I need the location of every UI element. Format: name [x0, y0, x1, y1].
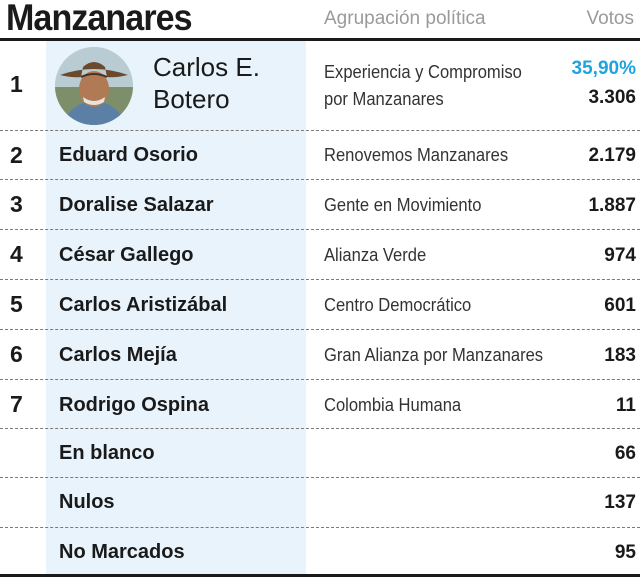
row-divider	[0, 379, 640, 380]
vote-count: 601	[604, 295, 636, 316]
party-name: Colombia Humana	[324, 395, 462, 415]
table-row: 4 César Gallego Alianza Verde 974	[0, 230, 640, 280]
candidate-portrait-icon	[55, 47, 133, 125]
vote-count: 1.887	[588, 195, 636, 216]
vote-count: 11	[615, 395, 636, 416]
candidate-name: Carlos Aristizábal	[59, 294, 228, 316]
candidate-name: En blanco	[59, 442, 155, 464]
header-divider	[0, 38, 640, 41]
party-name: Alianza Verde	[324, 245, 427, 265]
table-row: 3 Doralise Salazar Gente en Movimiento 1…	[0, 180, 640, 230]
winner-party-line1: Experiencia y Compromiso	[324, 62, 522, 82]
winner-name-line1: Carlos E.	[153, 52, 260, 82]
results-header: Manzanares Agrupación política Votos	[0, 0, 640, 38]
column-header-party: Agrupación política	[324, 8, 486, 29]
rank-number: 2	[10, 142, 23, 168]
rank-number: 3	[10, 191, 23, 217]
row-divider	[0, 179, 640, 180]
column-header-votes: Votos	[586, 8, 634, 29]
rank-number: 1	[10, 71, 23, 97]
table-row: Nulos 137	[0, 478, 640, 528]
row-divider	[0, 130, 640, 131]
row-divider	[0, 477, 640, 478]
candidate-name: Eduard Osorio	[59, 144, 198, 166]
rank-number: 7	[10, 391, 23, 417]
footer-divider	[0, 574, 640, 577]
row-divider	[0, 527, 640, 528]
row-divider	[0, 428, 640, 429]
winner-name-line2: Botero	[153, 84, 230, 114]
table-row: En blanco 66	[0, 429, 640, 478]
row-divider	[0, 229, 640, 230]
table-row: 7 Rodrigo Ospina Colombia Humana 11	[0, 380, 640, 429]
winner-party: Experiencia y Compromiso por Manzanares	[324, 59, 536, 113]
rank-number: 6	[10, 341, 23, 367]
candidate-name: Carlos Mejía	[59, 344, 177, 366]
winner-votes: 3.306	[588, 87, 636, 108]
table-row-winner: 1 Carlos E. Botero Experiencia y Comprom…	[0, 41, 640, 131]
party-name: Gente en Movimiento	[324, 195, 482, 215]
table-row: No Marcados 95	[0, 528, 640, 574]
table-row: 2 Eduard Osorio Renovemos Manzanares 2.1…	[0, 131, 640, 180]
winner-percentage: 35,90%	[571, 58, 636, 79]
party-name: Renovemos Manzanares	[324, 145, 509, 165]
vote-count: 2.179	[588, 145, 636, 166]
row-divider	[0, 279, 640, 280]
vote-count: 183	[604, 345, 636, 366]
winner-party-line2: por Manzanares	[324, 89, 444, 109]
vote-count: 66	[614, 443, 636, 464]
vote-count: 137	[604, 492, 636, 513]
candidate-name: Nulos	[59, 491, 115, 513]
candidate-name: No Marcados	[59, 541, 185, 563]
table-row: 5 Carlos Aristizábal Centro Democrático …	[0, 280, 640, 330]
candidate-name: César Gallego	[59, 244, 194, 266]
vote-count: 974	[604, 245, 636, 266]
page-title: Manzanares	[6, 0, 193, 38]
table-row: 6 Carlos Mejía Gran Alianza por Manzanar…	[0, 330, 640, 380]
party-name: Centro Democrático	[324, 295, 472, 315]
rank-number: 4	[10, 241, 23, 267]
winner-name: Carlos E. Botero	[153, 51, 303, 115]
name-column-highlight	[46, 41, 306, 574]
candidate-name: Doralise Salazar	[59, 194, 214, 216]
vote-count: 95	[614, 542, 636, 563]
row-divider	[0, 329, 640, 330]
rank-number: 5	[10, 291, 23, 317]
party-name: Gran Alianza por Manzanares	[324, 345, 544, 365]
candidate-name: Rodrigo Ospina	[59, 394, 209, 416]
